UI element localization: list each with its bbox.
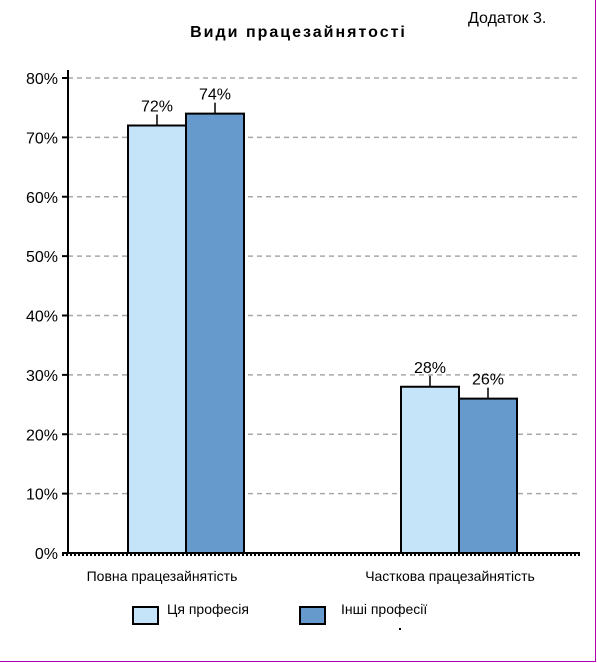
legend-label-this-profession: Ця професія bbox=[167, 601, 249, 617]
y-tick-label: 0% bbox=[35, 546, 58, 563]
bar-chart: 0% 10% 20% 30% 40% 50% 60% 70% 80% 72% 74% Повна пр… bbox=[26, 70, 580, 584]
bar-this-profession bbox=[127, 124, 187, 554]
data-label: 74% bbox=[199, 87, 231, 104]
legend-label-other-professions: Інші професії bbox=[341, 601, 428, 617]
legend-swatch-this-profession bbox=[132, 606, 159, 625]
y-tick-label: 50% bbox=[26, 249, 58, 266]
x-category-label: Часткова працезайнятість bbox=[365, 568, 535, 584]
data-label: 28% bbox=[414, 360, 446, 377]
bar-other-professions bbox=[185, 112, 245, 554]
bar-this-profession bbox=[400, 385, 460, 554]
y-tick-label: 20% bbox=[26, 427, 58, 444]
stray-dot bbox=[399, 628, 401, 630]
y-tick-label: 60% bbox=[26, 190, 58, 207]
data-label: 26% bbox=[472, 372, 504, 389]
y-tick-label: 70% bbox=[26, 130, 58, 147]
y-tick-label: 10% bbox=[26, 487, 58, 504]
appendix-label: Додаток 3. bbox=[468, 10, 547, 27]
chart-title: Види працезайнятості bbox=[190, 24, 407, 41]
bar-other-professions bbox=[458, 397, 518, 554]
y-tick-label: 40% bbox=[26, 309, 58, 326]
x-category-label: Повна працезайнятість bbox=[87, 568, 238, 584]
data-label: 72% bbox=[141, 99, 173, 116]
y-tick-label: 30% bbox=[26, 368, 58, 385]
y-tick-label: 80% bbox=[26, 71, 58, 88]
legend-swatch-other-professions bbox=[299, 606, 326, 625]
